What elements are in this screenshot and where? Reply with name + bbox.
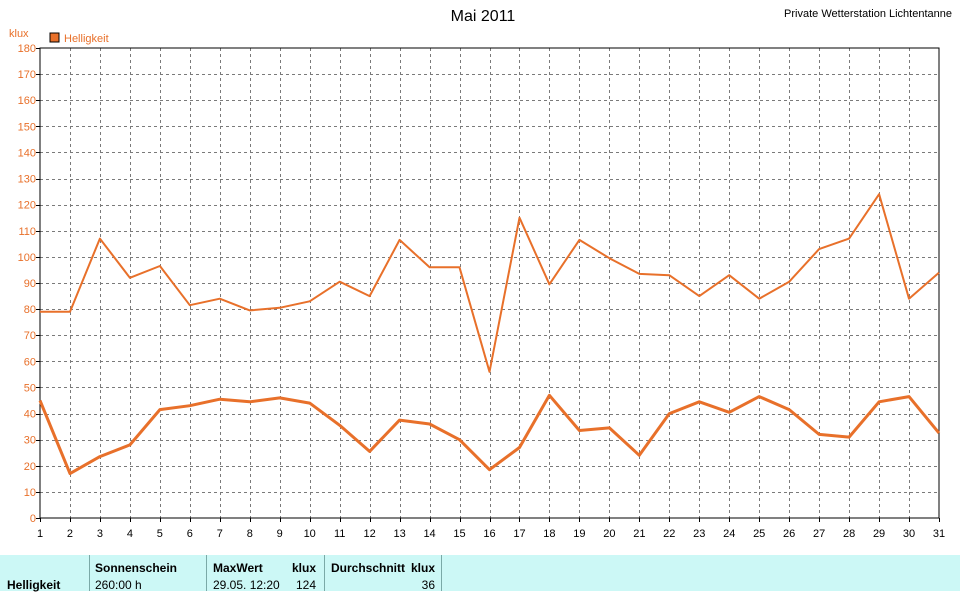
- y-tick-label: 40: [24, 409, 36, 421]
- footer-avg-cell: Durchschnitt klux 36: [324, 555, 441, 592]
- max-unit: klux: [291, 561, 316, 575]
- series-line-avg: [38, 393, 941, 476]
- x-tick-label: 2: [67, 528, 73, 540]
- sunshine-value: 260:00 h: [95, 578, 142, 592]
- x-tick-label: 6: [187, 528, 193, 540]
- y-tick-label: 100: [18, 252, 36, 264]
- footer-sunshine-cell: Sonnenschein 260:00 h: [89, 555, 206, 592]
- x-tick-label: 26: [783, 528, 795, 540]
- y-tick-label: 140: [18, 147, 36, 159]
- chart-title: Mai 2011: [451, 8, 516, 25]
- avg-value: 36: [421, 578, 435, 592]
- y-axis: 0 10 20 30 40 50 60 70 80 90 100 110 120 130 140 150 160…: [18, 43, 40, 525]
- x-tick-label: 1: [37, 528, 43, 540]
- x-tick-label: 24: [723, 528, 735, 540]
- y-tick-label: 60: [24, 356, 36, 368]
- footer-row-label-cell: Helligkeit: [0, 555, 89, 592]
- max-header: MaxWert: [213, 561, 263, 575]
- legend-label: Helligkeit: [64, 33, 109, 45]
- y-tick-label: 0: [30, 513, 36, 525]
- x-tick-label: 8: [247, 528, 253, 540]
- avg-header: Durchschnitt: [331, 561, 406, 575]
- x-tick-label: 18: [543, 528, 555, 540]
- x-tick-label: 5: [157, 528, 163, 540]
- y-tick-label: 180: [18, 43, 36, 55]
- x-tick-label: 21: [633, 528, 645, 540]
- series-group: [38, 193, 941, 476]
- max-time: 29.05. 12:20: [213, 578, 280, 592]
- x-tick-label: 11: [334, 528, 345, 540]
- y-tick-label: 90: [24, 278, 36, 290]
- x-tick-label: 29: [873, 528, 885, 540]
- x-tick-label: 20: [603, 528, 615, 540]
- x-tick-label: 19: [573, 528, 585, 540]
- x-tick-label: 3: [97, 528, 103, 540]
- max-value: 124: [295, 578, 316, 592]
- x-tick-label: 31: [933, 528, 945, 540]
- x-tick-label: 7: [217, 528, 223, 540]
- footer-empty-cell: [441, 555, 960, 591]
- y-tick-label: 160: [18, 95, 36, 107]
- y-tick-label: 110: [18, 226, 36, 238]
- sunshine-header: Sonnenschein: [95, 561, 178, 575]
- footer-row-label: Helligkeit: [7, 578, 61, 592]
- x-tick-label: 14: [423, 528, 435, 540]
- y-axis-unit: klux: [9, 28, 29, 40]
- x-tick-label: 16: [483, 528, 495, 540]
- x-tick-label: 17: [513, 528, 525, 540]
- y-tick-label: 170: [18, 69, 36, 81]
- x-tick-label: 22: [663, 528, 675, 540]
- y-tick-label: 80: [24, 304, 36, 316]
- grid: [40, 48, 939, 518]
- legend-swatch: [49, 32, 60, 43]
- series-line-max: [40, 193, 940, 373]
- x-tick-label: 30: [903, 528, 915, 540]
- x-tick-label: 10: [304, 528, 316, 540]
- avg-unit: klux: [410, 561, 435, 575]
- x-tick-label: 28: [843, 528, 855, 540]
- x-axis: 1 2 3 4 5 6 7 8 9 10 11 12 13 14 15 16 17 18 19 20 21 22 23 24 2…: [37, 518, 945, 540]
- y-tick-label: 30: [24, 435, 36, 447]
- x-tick-label: 12: [364, 528, 376, 540]
- y-tick-label: 70: [24, 330, 36, 342]
- x-tick-label: 9: [277, 528, 283, 540]
- y-tick-label: 50: [24, 382, 36, 394]
- chart: Mai 2011 Private Wetterstation Lichtenta…: [9, 8, 952, 540]
- x-tick-label: 27: [813, 528, 825, 540]
- y-tick-label: 120: [18, 200, 36, 212]
- station-name: Private Wetterstation Lichtentanne: [784, 8, 952, 20]
- footer-max-cell: MaxWert klux 29.05. 12:20 124: [206, 555, 324, 592]
- x-tick-label: 25: [753, 528, 765, 540]
- x-tick-label: 4: [127, 528, 133, 540]
- y-tick-label: 130: [18, 174, 36, 186]
- y-tick-label: 10: [24, 487, 36, 499]
- y-tick-label: 20: [24, 461, 36, 473]
- x-tick-label: 13: [393, 528, 405, 540]
- summary-footer: Helligkeit Sonnenschein 260:00 h MaxWert…: [0, 555, 960, 592]
- x-tick-label: 15: [453, 528, 465, 540]
- y-tick-label: 150: [18, 121, 36, 133]
- x-tick-label: 23: [693, 528, 705, 540]
